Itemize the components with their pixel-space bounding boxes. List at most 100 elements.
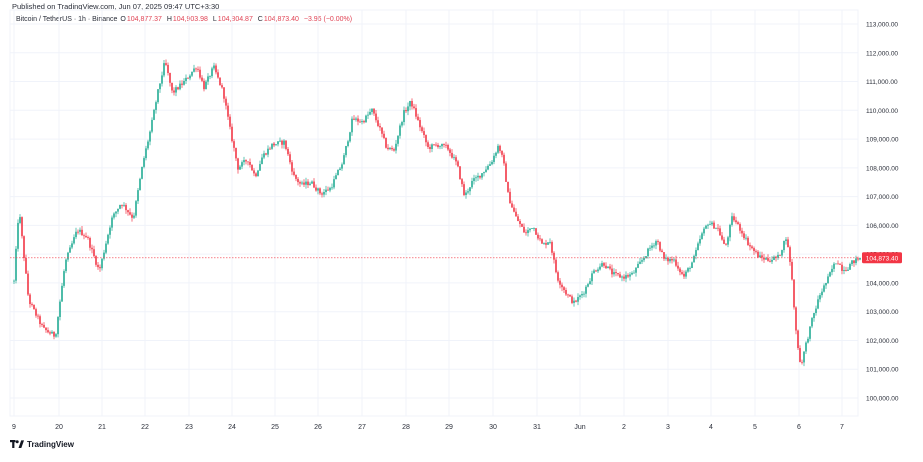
- candle: [289, 151, 291, 165]
- price-tick-label: 113,000.00: [866, 22, 898, 29]
- candle: [777, 251, 779, 260]
- candle: [63, 269, 65, 288]
- candle: [681, 269, 683, 276]
- candle: [213, 62, 215, 71]
- candle: [81, 226, 83, 236]
- candle: [15, 246, 17, 284]
- candle: [545, 239, 547, 249]
- candle: [273, 142, 275, 148]
- tradingview-brand[interactable]: TradingView: [10, 440, 74, 449]
- candle: [59, 299, 61, 321]
- candle: [137, 187, 139, 204]
- candle: [549, 238, 551, 245]
- candle: [481, 172, 483, 180]
- candle: [139, 177, 141, 191]
- candle: [855, 255, 857, 266]
- price-tick-label: 106,000.00: [866, 223, 899, 230]
- candle: [657, 239, 659, 245]
- candle: [775, 255, 777, 262]
- candle: [375, 109, 377, 123]
- candle: [65, 258, 67, 274]
- candle: [193, 64, 195, 73]
- candle: [373, 108, 375, 116]
- candlestick-series: [13, 59, 861, 367]
- price-axis[interactable]: 113,000.00 112,000.00 111,000.00 110,000.00…: [866, 22, 899, 403]
- last-price-marker: 104,873.40: [10, 252, 902, 264]
- open-value: 104,877.37: [126, 16, 162, 23]
- candle: [515, 208, 517, 217]
- candle: [335, 172, 337, 180]
- candle: [131, 212, 133, 222]
- candle: [279, 137, 281, 143]
- candle: [47, 327, 49, 334]
- candle: [841, 261, 843, 275]
- candle: [141, 166, 143, 180]
- candle: [843, 266, 845, 275]
- candle: [727, 235, 729, 248]
- time-tick-label: 20: [55, 424, 63, 431]
- candle: [573, 297, 575, 307]
- candle: [801, 359, 803, 365]
- candle: [517, 213, 519, 222]
- candle: [503, 152, 505, 166]
- candle: [119, 204, 121, 210]
- candle: [459, 166, 461, 180]
- time-tick-label: 29: [445, 424, 453, 431]
- candle: [745, 234, 747, 241]
- candle: [713, 220, 715, 229]
- candle: [725, 242, 727, 246]
- candle: [391, 145, 393, 151]
- candle: [257, 169, 259, 177]
- candle: [743, 230, 745, 241]
- candle: [429, 144, 431, 153]
- candle: [671, 256, 673, 264]
- candle: [21, 216, 23, 239]
- candle: [343, 152, 345, 165]
- candle: [729, 223, 731, 242]
- candle: [417, 113, 419, 121]
- candle: [115, 211, 117, 218]
- time-tick-label: 28: [402, 424, 410, 431]
- candle: [421, 125, 423, 133]
- candle: [79, 227, 81, 235]
- time-tick-label: 27: [358, 424, 366, 431]
- symbol-name[interactable]: Bitcoin / TetherUS · 1h · Binance: [16, 16, 118, 23]
- time-tick-label: 21: [98, 424, 106, 431]
- candle: [497, 143, 499, 154]
- time-axis[interactable]: 9 20 21 22 23 24 25 26 27 28 29 30 31 Jun 2 3 4 5 6 7: [12, 424, 844, 431]
- candle: [771, 256, 773, 264]
- candle: [647, 247, 649, 259]
- candle: [589, 278, 591, 285]
- candle: [41, 322, 43, 328]
- candle: [333, 175, 335, 190]
- candle: [291, 159, 293, 176]
- candle: [159, 82, 161, 93]
- candle: [267, 145, 269, 158]
- plot-area-border: [9, 9, 859, 417]
- price-tick-label: 104,000.00: [866, 280, 899, 287]
- candle: [439, 145, 441, 150]
- candle: [827, 273, 829, 285]
- candle: [583, 291, 585, 298]
- candle: [203, 78, 205, 92]
- candle: [99, 264, 101, 272]
- candle: [499, 144, 501, 154]
- candle: [539, 235, 541, 242]
- candle: [385, 137, 387, 149]
- candle: [805, 341, 807, 355]
- candle: [449, 147, 451, 157]
- candle: [33, 304, 35, 310]
- candle: [309, 181, 311, 186]
- candle: [565, 287, 567, 297]
- candle: [699, 235, 701, 246]
- candle: [737, 220, 739, 225]
- candle: [631, 271, 633, 276]
- price-tick-label: 103,000.00: [866, 309, 899, 316]
- candle: [447, 143, 449, 152]
- candle: [165, 59, 167, 67]
- candle: [325, 185, 327, 196]
- time-tick-label: 22: [141, 424, 149, 431]
- candle: [787, 236, 789, 248]
- candle: [347, 139, 349, 148]
